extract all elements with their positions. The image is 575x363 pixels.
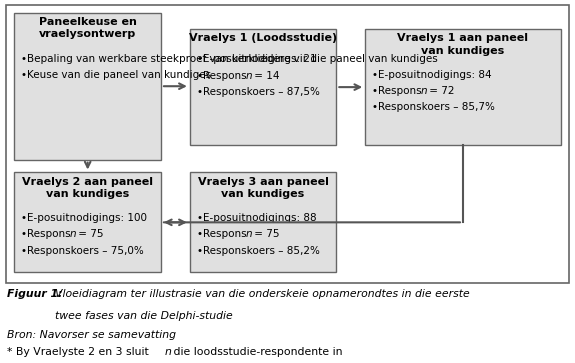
Text: = 14: = 14 xyxy=(251,70,279,81)
Text: •Responskoers – 75,0%: •Responskoers – 75,0% xyxy=(21,246,144,256)
Text: •Respons: •Respons xyxy=(372,86,425,96)
Text: •Responskoers – 85,7%: •Responskoers – 85,7% xyxy=(372,102,495,112)
Text: •Responskoers – 85,2%: •Responskoers – 85,2% xyxy=(197,246,320,256)
Text: Paneelkeuse en
vraelysontwerp: Paneelkeuse en vraelysontwerp xyxy=(39,17,137,40)
Text: •E-posuitnodigings: 100: •E-posuitnodigings: 100 xyxy=(21,213,147,223)
FancyBboxPatch shape xyxy=(14,172,161,272)
FancyBboxPatch shape xyxy=(14,13,161,160)
Text: twee fases van die Delphi-studie: twee fases van die Delphi-studie xyxy=(55,311,232,321)
FancyBboxPatch shape xyxy=(365,29,561,145)
Text: •Respons: •Respons xyxy=(197,229,250,240)
Text: n: n xyxy=(70,229,76,240)
Text: n: n xyxy=(246,70,252,81)
Text: n: n xyxy=(164,347,171,358)
Text: die loodsstudie-respondente in: die loodsstudie-respondente in xyxy=(170,347,343,358)
Text: Vraelys 1 (Loodsstudie): Vraelys 1 (Loodsstudie) xyxy=(189,33,337,44)
Text: = 72: = 72 xyxy=(426,86,455,96)
Text: = 75: = 75 xyxy=(251,229,279,240)
Text: •E-posuitnodigings: 88: •E-posuitnodigings: 88 xyxy=(197,213,316,223)
Text: Vraelys 3 aan paneel
van kundiges: Vraelys 3 aan paneel van kundiges xyxy=(198,177,328,199)
Text: = 75: = 75 xyxy=(75,229,104,240)
Text: Vraelys 1 aan paneel
van kundiges: Vraelys 1 aan paneel van kundiges xyxy=(397,33,528,56)
Text: •Responskoers – 87,5%: •Responskoers – 87,5% xyxy=(197,87,320,97)
Text: * By Vraelyste 2 en 3 sluit: * By Vraelyste 2 en 3 sluit xyxy=(7,347,152,358)
Text: n: n xyxy=(246,229,252,240)
Text: •E-posuitnodigings: 84: •E-posuitnodigings: 84 xyxy=(372,70,492,80)
Text: •Respons: •Respons xyxy=(197,70,250,81)
FancyBboxPatch shape xyxy=(190,29,336,145)
Text: •E-posuitnodigings: 21: •E-posuitnodigings: 21 xyxy=(197,54,316,64)
Text: Figuur 1:: Figuur 1: xyxy=(7,289,63,299)
Text: •Keuse van die paneel van kundiges: •Keuse van die paneel van kundiges xyxy=(21,70,212,80)
Text: •Respons: •Respons xyxy=(21,229,74,240)
FancyBboxPatch shape xyxy=(6,5,569,283)
Text: Vloeidiagram ter illustrasie van die onderskeie opnamerondtes in die eerste: Vloeidiagram ter illustrasie van die ond… xyxy=(55,289,469,299)
Text: Bron: Navorser se samevatting: Bron: Navorser se samevatting xyxy=(7,330,176,340)
Text: n: n xyxy=(421,86,427,96)
FancyBboxPatch shape xyxy=(190,172,336,272)
Text: •Bepaling van werkbare steekproef van kerkliedere vir die paneel van kundiges: •Bepaling van werkbare steekproef van ke… xyxy=(21,54,438,64)
Text: Vraelys 2 aan paneel
van kundiges: Vraelys 2 aan paneel van kundiges xyxy=(22,177,153,199)
